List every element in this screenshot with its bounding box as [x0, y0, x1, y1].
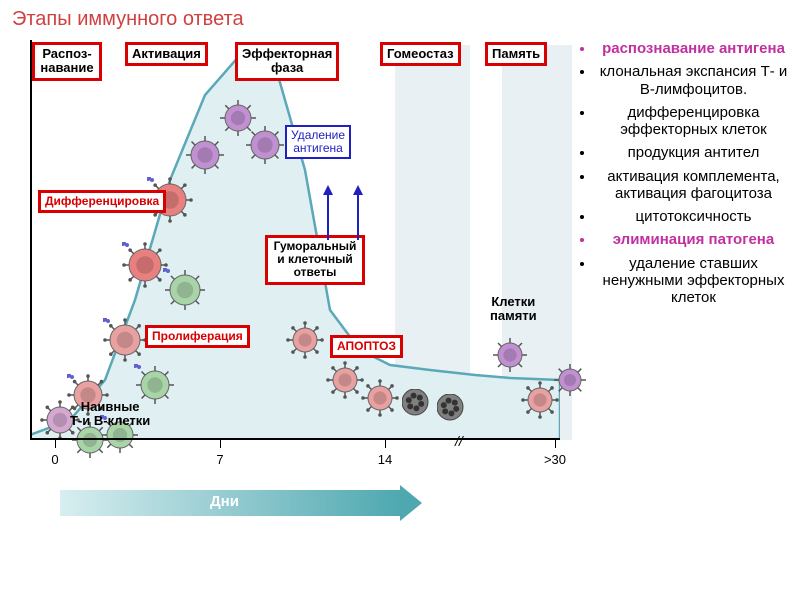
phase-homeostasis: Гомеостаз — [380, 42, 461, 66]
sidebar-stages-list: распознавание антигена клональная экспанс… — [577, 40, 792, 312]
label-memory-cells: Клеткипамяти — [490, 295, 537, 324]
x-tick-label: 7 — [205, 452, 235, 467]
x-tick-label: 0 — [40, 452, 70, 467]
sidebar-item: дифференцировка эффекторных клеток — [595, 104, 792, 139]
x-tick — [555, 440, 556, 448]
sidebar-item: активация комплемента, активация фагоцит… — [595, 168, 792, 203]
phase-recognition: Распоз-навание — [32, 42, 102, 81]
label-antigen-removal: Удалениеантигена — [285, 125, 351, 159]
arrow-stem — [357, 195, 359, 240]
label-responses: Гуморальныйи клеточныйответы — [265, 235, 365, 285]
phase-memory: Память — [485, 42, 547, 66]
label-naive-cells: НаивныеТ-и В-клетки — [70, 400, 150, 429]
cell-t — [559, 369, 581, 391]
arrow-head — [353, 185, 363, 195]
phase-activation: Активация — [125, 42, 208, 66]
sidebar-item: удаление ставших ненужными эффекторных к… — [595, 255, 792, 307]
x-tick-label: >30 — [540, 452, 570, 467]
immune-response-diagram: Распоз-навание Активация Эффекторнаяфаза… — [10, 40, 570, 530]
label-proliferation: Пролиферация — [145, 325, 250, 348]
axis-break: // — [455, 433, 463, 449]
time-arrow: Дни — [60, 490, 420, 516]
label-differentiation: Дифференцировка — [38, 190, 166, 213]
x-tick — [55, 440, 56, 448]
arrow-stem — [327, 195, 329, 240]
sidebar-item: клональная экспансия Т- и В-лимфоцитов. — [595, 63, 792, 98]
x-tick — [385, 440, 386, 448]
arrow-head — [323, 185, 333, 195]
label-apoptosis: АПОПТОЗ — [330, 335, 403, 358]
sidebar-item: распознавание антигена — [595, 40, 792, 57]
sidebar-item: элиминация патогена — [595, 231, 792, 248]
x-tick — [220, 440, 221, 448]
page-title: Этапы иммунного ответа — [12, 8, 244, 31]
phase-effector: Эффекторнаяфаза — [235, 42, 339, 81]
sidebar-item: цитотоксичность — [595, 208, 792, 225]
x-tick-label: 14 — [370, 452, 400, 467]
time-axis-label: Дни — [210, 493, 239, 510]
sidebar-item: продукция антител — [595, 144, 792, 161]
